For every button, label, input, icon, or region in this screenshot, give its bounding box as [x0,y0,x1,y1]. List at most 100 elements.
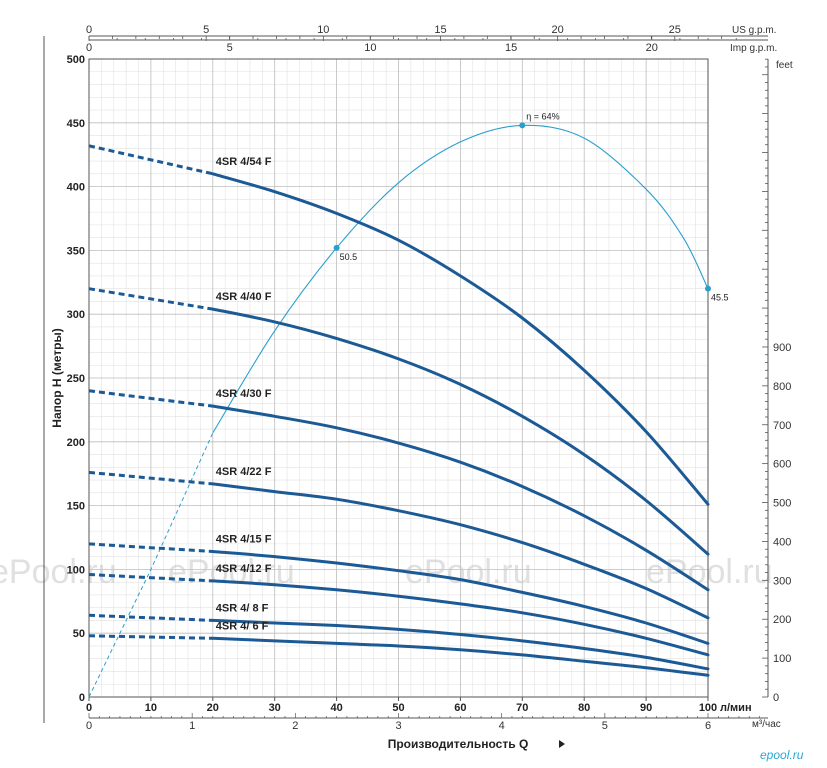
x-unit-label: л/мин [720,702,752,714]
y-tick-label: 400 [67,182,85,194]
efficiency-curve-solid [212,124,709,434]
pump-curve-label: 4SR 4/12 F [216,563,272,575]
y-tick-label: 500 [67,54,85,66]
brand-logo-text: epool.ru [760,748,804,762]
pump-curve-dashed [88,634,213,640]
pump-curve [211,636,710,677]
us-gpm-tick-label: 5 [203,24,209,36]
y-tick-label: 100 [67,564,85,576]
imp-gpm-tick-label: 5 [227,42,233,54]
x-tick-label: 90 [640,702,652,714]
efficiency-point [519,122,526,129]
x-tick-label: 0 [86,702,92,714]
m3h-tick-label: 2 [292,720,298,732]
efficiency-curve: 50.5 η = 64% 45.5 [88,111,729,698]
pump-curve-label: 4SR 4/54 F [216,156,272,168]
efficiency-curve-dashed [88,432,214,698]
x-tick-label: 40 [330,702,342,714]
y-tick-label: 150 [67,501,85,513]
y-tick-label: 0 [79,692,85,704]
y-tick-label: 300 [67,309,85,321]
x-tick-label: 10 [145,702,157,714]
x-tick-label: 80 [578,702,590,714]
x-axis-title: Производительность Q [388,737,529,751]
feet-tick-label: 200 [773,614,791,626]
y-tick-label: 200 [67,437,85,449]
pump-curve-label: 4SR 4/22 F [216,466,272,478]
pump-curve [211,550,710,645]
x-tick-label: 30 [269,702,281,714]
imp-gpm-tick-label: 20 [646,42,658,54]
feet-tick-label: 900 [773,342,791,354]
pump-curve [211,579,710,657]
pump-curve-dashed [88,144,214,176]
pump-curve [211,307,710,556]
y-tick-label: 50 [73,628,85,640]
efficiency-point [705,285,711,292]
y-tick-label: 250 [67,373,85,385]
imp-gpm-tick-label: 0 [86,42,92,54]
grid [88,58,709,698]
pump-curve-label: 4SR 4/40 F [216,291,272,303]
watermark-text: ePool.ru [405,553,532,591]
feet-tick-label: 400 [773,536,791,548]
efficiency-point-label: 45.5 [711,293,729,303]
feet-tick-label: 500 [773,498,791,510]
watermarks: ePool.ru ePool.ru ePool.ru ePool.ru [0,553,773,591]
us-gpm-unit-label: US g.p.m. [732,25,776,36]
feet-tick-label: 0 [773,692,779,704]
y-tick-label: 350 [67,245,85,257]
imp-gpm-tick-label: 10 [364,42,376,54]
x-tick-label: 50 [392,702,404,714]
pump-curves [88,144,710,677]
m3h-tick-label: 0 [86,720,92,732]
y-tick-label: 450 [67,118,85,130]
m3h-tick-label: 3 [395,720,401,732]
efficiency-point-label: η = 64% [526,111,559,121]
us-gpm-tick-label: 0 [86,24,92,36]
efficiency-point-label: 50.5 [340,252,358,262]
x-tick-label: 100 [699,702,717,714]
us-gpm-tick-label: 20 [552,24,564,36]
y-axis-title: Напор H (метры) [50,328,64,427]
m3h-unit-label: м³/час [752,719,781,730]
imp-gpm-tick-label: 15 [505,42,517,54]
pump-curve-label: 4SR 4/15 F [216,534,272,546]
x-tick-label: 60 [454,702,466,714]
x-tick-label: 70 [516,702,528,714]
m3h-tick-label: 1 [189,720,195,732]
efficiency-point [333,244,340,251]
pump-curve [211,482,710,620]
pump-curve [211,404,710,592]
feet-tick-label: 100 [773,653,791,665]
feet-tick-label: 800 [773,381,791,393]
us-gpm-tick-label: 25 [669,24,681,36]
feet-tick-label: 600 [773,459,791,471]
m3h-tick-label: 6 [705,720,711,732]
x-tick-label: 20 [207,702,219,714]
pump-curve [211,172,710,506]
labels: 4SR 4/54 F 4SR 4/40 F 4SR 4/30 F 4SR 4/22 F… [216,156,804,762]
pump-curve-label: 4SR 4/ 8 F [216,602,269,614]
pump-curve-dashed [88,613,213,622]
pump-curve-dashed [88,287,214,311]
pump-curve-dashed [88,573,213,583]
feet-tick-label: 300 [773,575,791,587]
watermark-text: ePool.ru [646,553,773,591]
pump-curve-dashed [88,470,213,486]
us-gpm-tick-label: 10 [317,24,329,36]
imp-gpm-unit-label: Imp g.p.m. [730,43,777,54]
pump-curve-dashed [88,389,213,408]
pump-curve-label: 4SR 4/30 F [216,388,272,400]
watermark-text: ePool.ru [0,553,117,591]
us-gpm-tick-label: 15 [434,24,446,36]
feet-tick-label: 700 [773,420,791,432]
x-axis-arrow [559,740,565,748]
pump-curve [211,618,710,671]
m3h-tick-label: 4 [499,720,505,732]
pump-curve-dashed [88,542,213,553]
pump-curve-label: 4SR 4/ 6 F [216,620,269,632]
m3h-tick-label: 5 [602,720,608,732]
